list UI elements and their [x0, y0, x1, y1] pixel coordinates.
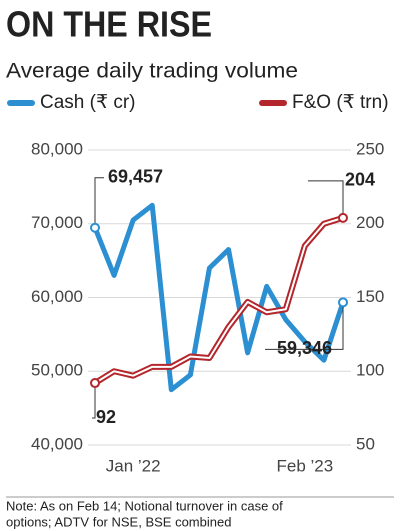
footnote: options; ADTV for NSE, BSE combined: [6, 514, 231, 529]
y-tick-label: 80,000: [31, 139, 83, 158]
series-line: [92, 202, 346, 393]
data-label: 69,457: [108, 167, 163, 187]
label-leader: [92, 383, 96, 419]
legend-label: F&O (₹ trn): [292, 92, 389, 113]
y2-tick-label: 50: [356, 434, 375, 453]
x-tick-label: Jan ’22: [106, 456, 161, 475]
point-marker: [338, 212, 348, 223]
data-label: 59,346: [277, 338, 332, 358]
series-line: [94, 216, 344, 384]
label-leader: [308, 180, 344, 218]
data-label: 92: [96, 407, 116, 427]
point-marker: [90, 222, 100, 233]
y-tick-label: 70,000: [31, 213, 83, 232]
point-marker: [338, 297, 348, 308]
label-leader: [94, 177, 104, 228]
y2-tick-label: 150: [356, 287, 384, 306]
point-marker: [90, 378, 100, 389]
y2-tick-label: 100: [356, 361, 384, 380]
label-leader: [265, 302, 344, 350]
series-line-outline: [93, 214, 344, 386]
data-label: 204: [345, 170, 375, 190]
legend-label: Cash (₹ cr): [40, 92, 135, 113]
y-tick-label: 50,000: [31, 361, 83, 380]
chart-title: ON THE RISE: [6, 4, 212, 45]
y2-tick-label: 250: [356, 139, 384, 158]
chart-subtitle: Average daily trading volume: [6, 60, 298, 83]
y2-tick-label: 200: [356, 213, 384, 232]
y-tick-label: 40,000: [31, 434, 83, 453]
x-tick-label: Feb ’23: [276, 456, 333, 475]
footnote: Note: As on Feb 14; Notional turnover in…: [6, 498, 283, 513]
y-tick-label: 60,000: [31, 287, 83, 306]
